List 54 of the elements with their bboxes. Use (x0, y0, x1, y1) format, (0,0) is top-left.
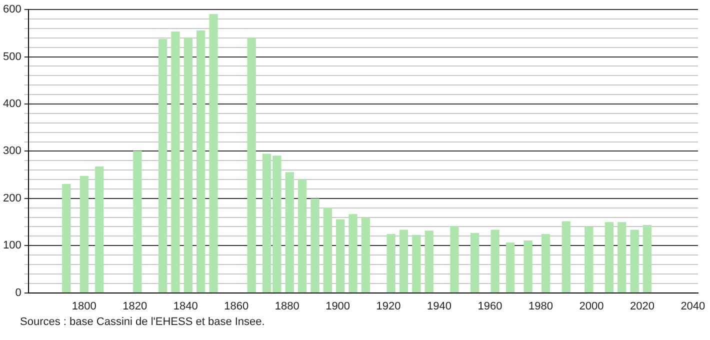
x-tick-label: 2040 (680, 300, 706, 312)
bar (630, 230, 639, 293)
x-tick-label: 1940 (427, 300, 452, 312)
x-tick-label: 1920 (376, 300, 401, 312)
bar (424, 230, 434, 293)
y-tick-label: 0 (15, 286, 22, 299)
bar (62, 184, 71, 293)
y-tick-label: 500 (2, 50, 22, 63)
x-tick-label: 2000 (579, 300, 604, 312)
bar (184, 38, 192, 293)
bar (399, 230, 408, 293)
bar (323, 208, 332, 293)
x-tick-label: 2020 (630, 300, 654, 312)
x-tick-label: 1880 (274, 300, 300, 312)
bar (361, 217, 370, 293)
x-tick-label: 1960 (478, 300, 502, 312)
bar (247, 38, 256, 293)
x-tick-label: 1860 (224, 300, 249, 312)
bar (298, 179, 307, 293)
y-tick-label: 300 (2, 145, 22, 158)
bar (336, 219, 345, 293)
x-tick-label: 1820 (122, 300, 148, 312)
bar (470, 233, 480, 293)
bar (450, 226, 459, 293)
y-tick-label: 400 (2, 98, 22, 110)
bar (80, 176, 88, 293)
bar (642, 224, 652, 293)
bar (604, 222, 614, 293)
bar (133, 150, 142, 293)
bar (95, 166, 104, 293)
x-tick-label: 1800 (72, 300, 96, 312)
bar (171, 31, 180, 293)
bar (524, 240, 532, 293)
x-tick-label: 1840 (173, 300, 198, 312)
bar (562, 221, 570, 293)
bar (196, 30, 206, 293)
x-tick-label: 1900 (326, 300, 350, 312)
bar (584, 226, 594, 293)
bar (386, 234, 396, 293)
bar (285, 172, 294, 293)
bar (158, 39, 168, 293)
bar (506, 242, 515, 293)
bar (541, 234, 550, 293)
y-tick-label: 100 (2, 240, 22, 252)
y-tick-label: 200 (2, 192, 22, 204)
source-note: Sources : base Cassini de l'EHESS et base Insee. (20, 316, 266, 328)
x-tick-label: 1980 (528, 300, 553, 312)
bar (310, 198, 320, 293)
bar (618, 222, 626, 293)
bar (348, 214, 358, 293)
y-tick-label: 600 (2, 4, 22, 16)
bar (412, 234, 421, 293)
bar (209, 14, 218, 293)
bar (490, 230, 500, 293)
